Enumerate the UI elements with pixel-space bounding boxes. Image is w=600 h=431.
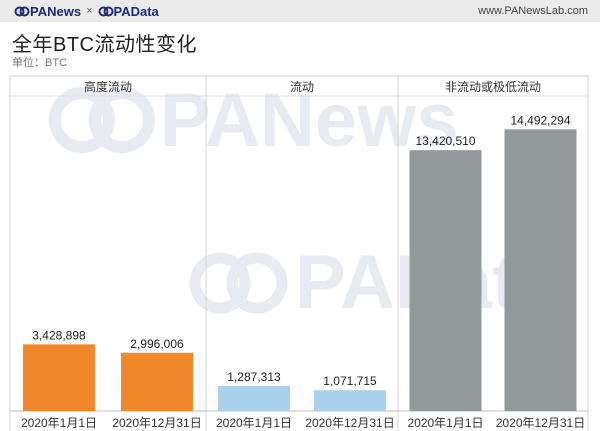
x-tick-label-panel2-1: 2020年1月1日 bbox=[216, 416, 292, 430]
bar-panel2-1 bbox=[218, 385, 290, 411]
watermark-panews: PANews bbox=[49, 78, 458, 163]
data-label-panel3-2: 14,492,294 bbox=[510, 113, 570, 127]
data-label-panel2-2: 1,071,715 bbox=[323, 374, 377, 388]
top-bar: PANews × PAData www.PANewsLab.com bbox=[0, 0, 600, 22]
brand-padata: PAData bbox=[113, 3, 159, 19]
plot-area: 高度流动 3,428,898 2020年1月1日 2,996,006 2020年12月3… bbox=[9, 75, 589, 431]
x-tick-label-panel3-2: 2020年12月31日 bbox=[496, 416, 585, 430]
padata-logo-icon bbox=[98, 6, 113, 16]
bar-panel2-2 bbox=[314, 390, 386, 411]
x-tick-label-panel2-2: 2020年12月31日 bbox=[305, 416, 394, 430]
panel-header-3: 非流动或极低流动 bbox=[445, 80, 541, 94]
data-label-panel1-2: 2,996,006 bbox=[130, 337, 184, 351]
panel-header-1: 高度流动 bbox=[84, 79, 132, 94]
chart-subtitle: 单位：BTC bbox=[12, 57, 67, 69]
svg-text:PANews: PANews bbox=[160, 78, 458, 163]
brand-logos: PANews × PAData bbox=[14, 3, 159, 19]
panel-header-2: 流动 bbox=[290, 80, 314, 94]
x-tick-label-panel1-1: 2020年1月1日 bbox=[21, 416, 97, 430]
bar-panel3-2 bbox=[504, 129, 577, 411]
data-label-panel2-1: 1,287,313 bbox=[227, 370, 281, 384]
brand-separator: × bbox=[86, 5, 93, 17]
panews-logo-icon bbox=[14, 6, 30, 16]
chart-title: 全年BTC流动性变化 bbox=[12, 34, 197, 56]
data-label-panel1-1: 3,428,898 bbox=[32, 328, 86, 342]
bar-panel3-1 bbox=[409, 150, 482, 411]
x-tick-label-panel1-2: 2020年12月31日 bbox=[112, 416, 201, 430]
bar-panel1-1 bbox=[23, 344, 95, 411]
brand-panews: PANews bbox=[30, 3, 82, 19]
x-tick-label-panel3-1: 2020年1月1日 bbox=[407, 416, 483, 430]
data-label-panel3-1: 13,420,510 bbox=[415, 134, 475, 148]
bar-panel1-2 bbox=[121, 352, 193, 411]
site-url: www.PANewsLab.com bbox=[478, 5, 588, 17]
